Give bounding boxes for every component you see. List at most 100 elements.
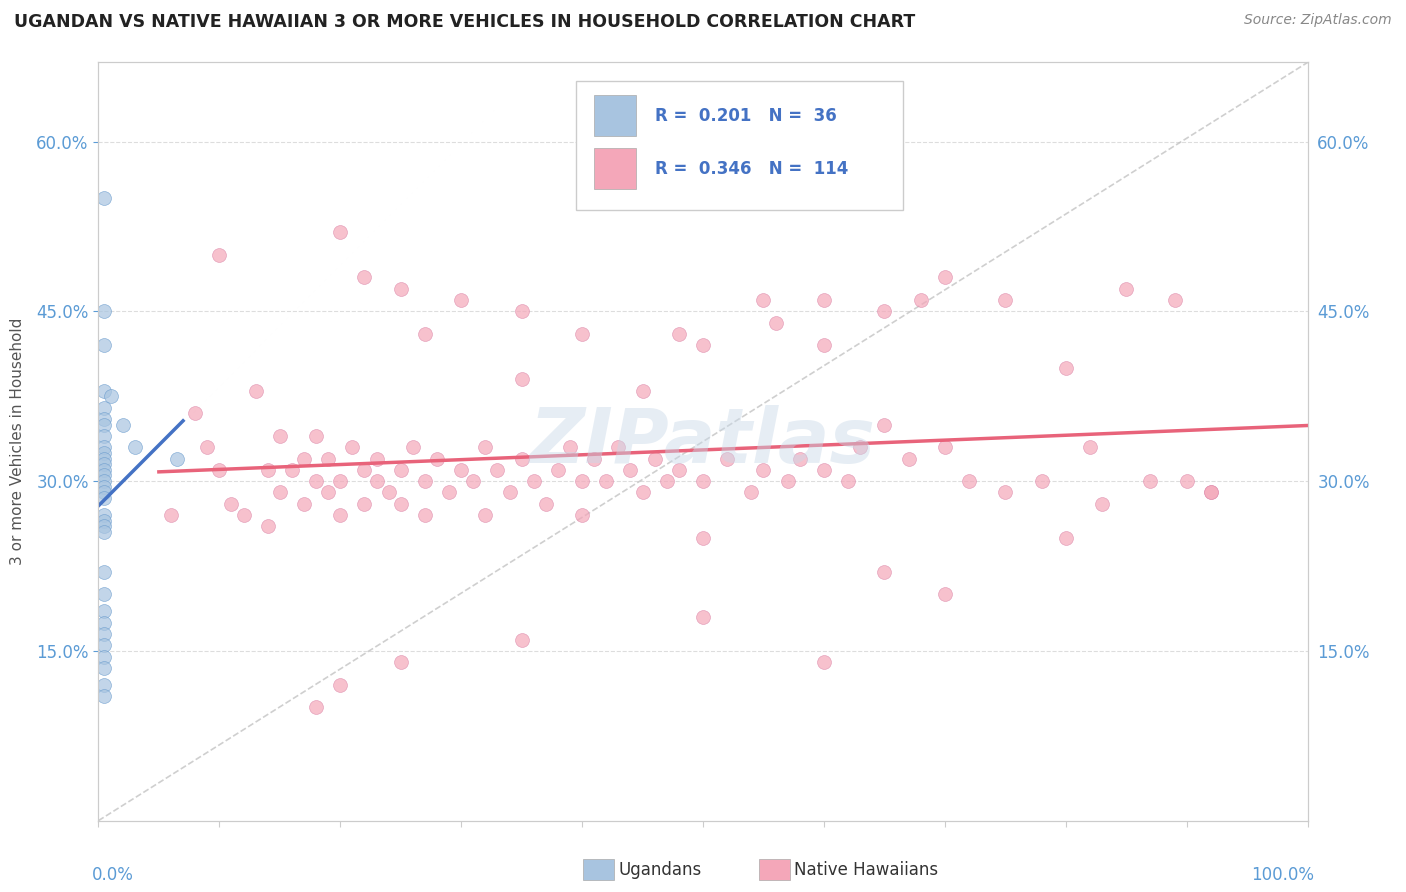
Point (595, 474, 617, 488)
Point (93, 304, 115, 318)
Point (474, 508, 496, 522)
Point (292, 497, 315, 511)
Point (305, 429, 328, 443)
Point (571, 508, 593, 522)
Point (342, 440, 364, 454)
Point (93, 412, 115, 426)
Point (934, 440, 956, 454)
Point (93, 463, 115, 477)
Point (934, 270, 956, 285)
Point (93, 508, 115, 522)
Point (813, 293, 835, 307)
Point (450, 463, 472, 477)
Point (655, 474, 678, 488)
Point (837, 474, 859, 488)
Point (1163, 293, 1185, 307)
Point (93, 440, 115, 454)
Point (486, 463, 509, 477)
Point (1199, 485, 1222, 500)
Text: Source: ZipAtlas.com: Source: ZipAtlas.com (1244, 13, 1392, 28)
Point (281, 463, 304, 477)
Point (221, 497, 243, 511)
Point (305, 474, 328, 488)
Point (389, 655, 412, 669)
Point (994, 485, 1017, 500)
Point (1199, 485, 1222, 500)
Point (269, 429, 291, 443)
Point (269, 485, 291, 500)
Text: ZIPatlas: ZIPatlas (530, 405, 876, 478)
Point (510, 632, 533, 647)
Point (353, 463, 375, 477)
Point (366, 474, 388, 488)
Point (523, 474, 546, 488)
Point (498, 485, 520, 500)
Point (813, 338, 835, 352)
Point (692, 531, 714, 545)
Point (510, 451, 533, 466)
Point (124, 440, 146, 454)
Point (631, 384, 654, 398)
Point (692, 610, 714, 624)
Point (353, 270, 375, 285)
Point (93, 446, 115, 460)
Bar (595, 148, 637, 189)
Point (765, 316, 787, 330)
Point (897, 451, 920, 466)
Point (583, 451, 606, 466)
FancyBboxPatch shape (576, 81, 903, 211)
Point (1115, 282, 1137, 296)
Text: 100.0%: 100.0% (1250, 866, 1313, 884)
Point (389, 463, 412, 477)
Point (93, 565, 115, 579)
Point (910, 293, 932, 307)
Point (849, 440, 872, 454)
Point (1078, 440, 1101, 454)
Point (547, 463, 569, 477)
Point (813, 463, 835, 477)
Point (93, 480, 115, 494)
Point (752, 463, 775, 477)
Point (668, 463, 690, 477)
Point (644, 451, 666, 466)
Point (292, 451, 315, 466)
Point (716, 451, 738, 466)
Point (93, 338, 115, 352)
Point (668, 326, 690, 341)
Point (329, 474, 352, 488)
Point (389, 497, 412, 511)
Point (353, 497, 375, 511)
Point (402, 440, 425, 454)
Point (329, 678, 352, 692)
Point (413, 474, 436, 488)
Point (208, 248, 231, 262)
Point (316, 485, 339, 500)
Point (450, 293, 472, 307)
Point (111, 417, 134, 432)
Point (195, 440, 218, 454)
Point (1175, 474, 1198, 488)
Text: 0.0%: 0.0% (93, 866, 134, 884)
Point (93, 627, 115, 641)
Point (184, 406, 207, 420)
Point (93, 661, 115, 675)
Point (93, 191, 115, 205)
Point (93, 451, 115, 466)
Text: R =  0.346   N =  114: R = 0.346 N = 114 (655, 160, 848, 178)
Point (93, 615, 115, 630)
Point (752, 293, 775, 307)
Point (232, 508, 254, 522)
Text: Native Hawaiians: Native Hawaiians (794, 861, 939, 879)
Point (93, 678, 115, 692)
Point (305, 700, 328, 714)
Point (692, 474, 714, 488)
Bar (595, 95, 637, 136)
Point (389, 282, 412, 296)
Point (957, 474, 980, 488)
Point (93, 604, 115, 618)
Point (93, 689, 115, 703)
Point (873, 417, 896, 432)
Point (534, 497, 557, 511)
Point (558, 440, 581, 454)
Point (571, 474, 593, 488)
